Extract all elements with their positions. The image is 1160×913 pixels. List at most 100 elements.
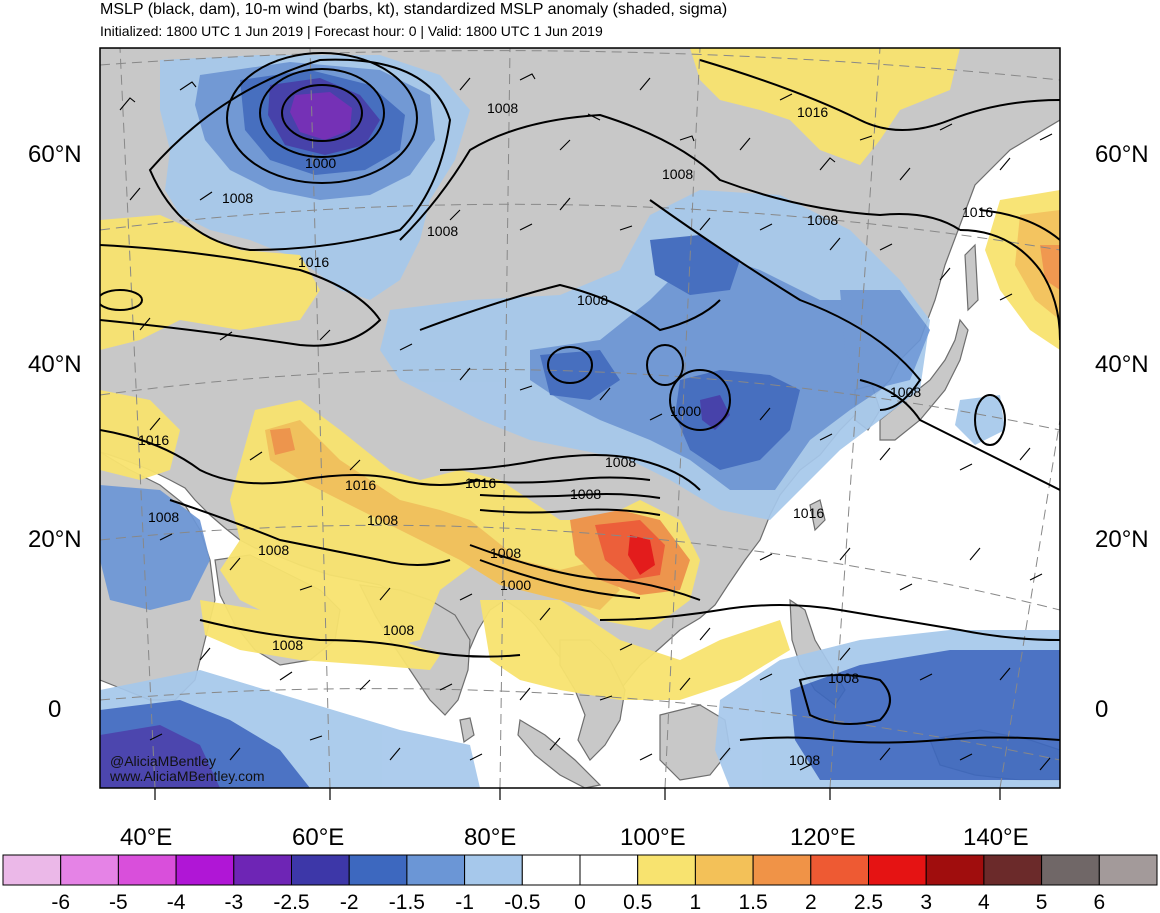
contour-label: 1008 (258, 542, 289, 558)
anomaly-iran-high-2 (265, 420, 620, 610)
colorbar-swatch (2, 854, 62, 886)
credit-handle: @AliciaMBentley (110, 753, 216, 769)
contour-label: 1016 (797, 104, 828, 120)
graticule (100, 48, 1060, 788)
lon-label: 80°E (464, 824, 516, 851)
colorbar-label: 2 (805, 891, 817, 913)
map-subtitle: Initialized: 1800 UTC 1 Jun 2019 | Forec… (100, 23, 603, 39)
contour-label: 1008 (577, 292, 608, 308)
colorbar-label: 0.5 (623, 891, 652, 913)
colorbar-label: -2.5 (273, 891, 309, 913)
anomaly-positive-layer (100, 48, 1060, 700)
colorbar-label: 5 (1036, 891, 1048, 913)
anomaly-indian-ocean-3 (100, 725, 220, 788)
colorbar-swatch (464, 854, 523, 886)
contour-label: 1016 (465, 475, 496, 491)
colorbar-swatch (637, 854, 696, 886)
colorbar-swatch (60, 854, 119, 886)
colorbar-label: -2 (340, 891, 359, 913)
lat-label: 0 (48, 696, 61, 723)
lat-label: 60°N (28, 141, 82, 168)
anomaly-bay-bengal (480, 600, 790, 700)
anomaly-scandinavia-low-5 (290, 92, 352, 140)
contour-label: 1008 (662, 166, 693, 182)
colorbar-swatch (868, 854, 927, 886)
lat-label: 0 (1095, 696, 1108, 723)
lat-label: 20°N (1095, 526, 1149, 553)
contour-label: 1016 (138, 432, 169, 448)
contour-label: 1000 (670, 403, 701, 419)
contour-label: 1008 (789, 752, 820, 768)
contour-label: 1008 (487, 100, 518, 116)
colorbar-label: -5 (109, 891, 128, 913)
contour-label: 1008 (148, 509, 179, 525)
lon-labels: 40°E 60°E 80°E 100°E 120°E 140°E (120, 824, 1029, 851)
mslp-contours (100, 52, 1060, 744)
colorbar (2, 854, 1158, 886)
colorbar-label: 2.5 (854, 891, 883, 913)
anomaly-mideast-high (100, 390, 180, 480)
map-title: MSLP (black, dam), 10-m wind (barbs, kt)… (100, 1, 728, 18)
lon-label: 140°E (963, 824, 1029, 851)
anomaly-mongolia (650, 235, 740, 295)
contour-label: 1008 (890, 384, 921, 400)
contour-label: 1008 (807, 212, 838, 228)
lon-ticks (154, 788, 1001, 800)
anomaly-pacific-tropics-2 (790, 650, 1060, 780)
lon-label: 100°E (620, 824, 686, 851)
lat-label: 40°N (1095, 351, 1149, 378)
colorbar-label: 4 (978, 891, 990, 913)
colorbar-swatch (925, 854, 985, 886)
sakhalin-land (964, 243, 979, 312)
contour-label: 1008 (272, 637, 303, 653)
colorbar-swatch (1041, 854, 1100, 886)
contour-label: 1008 (222, 190, 253, 206)
contour-labels: 1008 1016 1000 1008 1016 1008 1008 1008 … (138, 100, 993, 638)
colorbar-label: 1.5 (738, 891, 767, 913)
anomaly-arabian-belt (200, 600, 440, 670)
colorbar-swatch (810, 854, 869, 886)
colorbar-label: -6 (51, 891, 70, 913)
wind-barbs (119, 73, 1053, 771)
sri-lanka-land (459, 717, 475, 744)
lat-label: 40°N (28, 351, 82, 378)
lon-label: 60°E (292, 824, 344, 851)
contour-label: 1008 (383, 622, 414, 638)
anomaly-arctic-high (690, 48, 960, 165)
anomaly-burma-high-3 (628, 535, 655, 575)
colorbar-swatch (694, 854, 754, 886)
anomaly-arabian-sea (100, 485, 210, 610)
credit-website: www.AliciaMBentley.com (109, 768, 265, 784)
contour-label: 1008 (570, 486, 601, 502)
colorbar-label: 3 (920, 891, 932, 913)
colorbar-label: -0.5 (504, 891, 540, 913)
contour-label: 1008 (605, 454, 636, 470)
colorbar-label: 0 (574, 891, 586, 913)
colorbar-swatch (1098, 854, 1158, 886)
colorbar-swatch (983, 854, 1043, 886)
map-panel: 1008 1016 1000 1008 1016 1008 1008 1008 … (100, 48, 1060, 788)
colorbar-label: 6 (1093, 891, 1105, 913)
contour-label: 1008 (828, 670, 859, 686)
lat-label: 20°N (28, 526, 82, 553)
colorbar-label: -3 (224, 891, 243, 913)
colorbar-swatch (406, 854, 466, 886)
colorbar-swatch (117, 854, 177, 886)
anomaly-nw-pacific (955, 395, 1005, 445)
colorbar-swatch (348, 854, 408, 886)
anomaly-persian-orange (270, 428, 295, 455)
colorbar-swatch (521, 854, 581, 886)
colorbar-label: -1 (455, 891, 474, 913)
anomaly-tibet (540, 350, 620, 400)
colorbar-swatch (291, 854, 350, 886)
colorbar-swatch (233, 854, 293, 886)
contour-label: 1000 (500, 577, 531, 593)
anomaly-kamchatka-high-2 (1015, 210, 1060, 320)
lon-label: 40°E (120, 824, 172, 851)
contour-label: 1008 (427, 223, 458, 239)
japan-land (879, 318, 969, 441)
colorbar-swatch (175, 854, 235, 886)
taiwan-land (809, 499, 826, 532)
contour-label: 1016 (793, 505, 824, 521)
